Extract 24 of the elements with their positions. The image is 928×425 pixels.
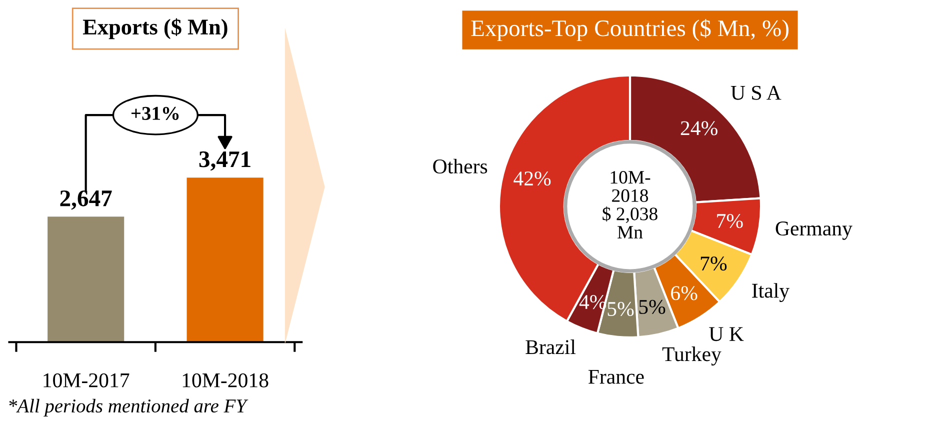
data-label: 24% xyxy=(680,121,718,136)
slice-label: Turkey xyxy=(662,346,722,366)
data-label: 6% xyxy=(671,286,698,300)
text: 10M- 2018 $ 2,038 Mn xyxy=(602,170,658,238)
data-label: 7% xyxy=(717,214,743,228)
slice-label: U K xyxy=(709,327,744,342)
data-label: 5% xyxy=(639,300,666,314)
slice-label: Brazil xyxy=(526,340,576,354)
data-label: 7% xyxy=(700,256,727,271)
text: *All periods mentioned are FY xyxy=(9,398,248,416)
slice-label: Germany xyxy=(776,222,852,240)
chart-title: Exports ($ Mn) xyxy=(82,18,228,40)
x-tick-label: 10M-2017 xyxy=(44,373,130,388)
x-tick-label: 10M-2018 xyxy=(182,373,268,388)
slice-label: Italy xyxy=(752,283,790,302)
slice-label: Others xyxy=(433,158,488,174)
data-label: 42% xyxy=(514,171,551,186)
data-label: 2,647 xyxy=(60,190,112,210)
slice-label: U S A xyxy=(730,86,782,100)
text: +31% xyxy=(131,106,179,120)
data-label: 3,471 xyxy=(199,151,250,171)
slice-label: France xyxy=(588,370,644,384)
chart-title: Exports-Top Countries ($ Mn, %) xyxy=(471,18,788,42)
data-label: 5% xyxy=(608,302,634,316)
